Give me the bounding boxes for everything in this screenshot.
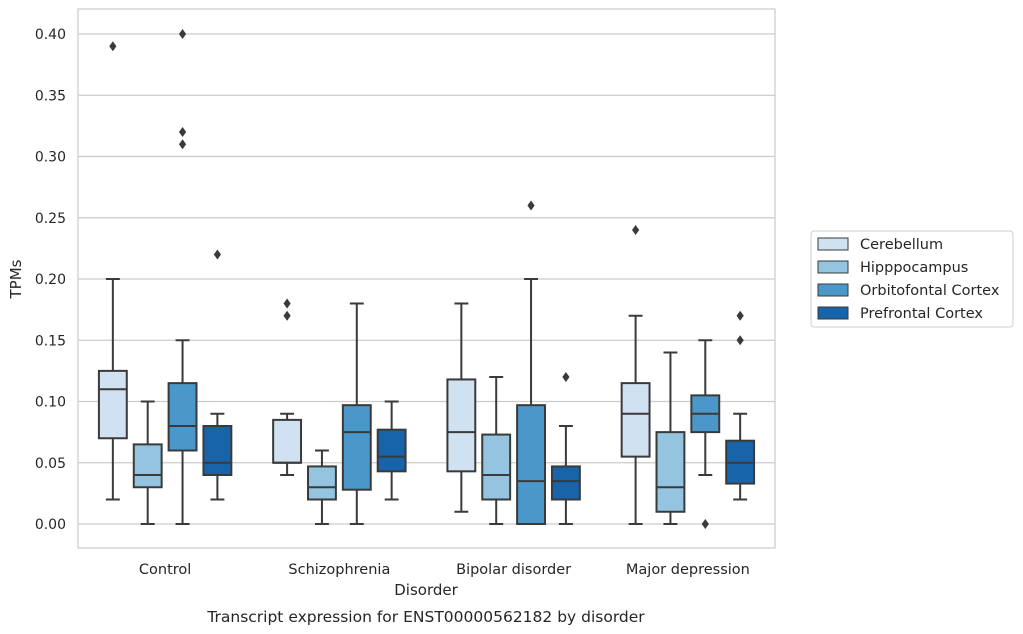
- box-group: [272, 298, 303, 476]
- y-tick-label: 0.05: [35, 456, 66, 472]
- chart-title: Transcript expression for ENST0000056218…: [206, 608, 645, 626]
- legend-label: Prefrontal Cortex: [860, 306, 983, 322]
- box: [481, 433, 512, 501]
- outlier-point: [527, 200, 535, 211]
- box-group: [132, 400, 163, 525]
- y-axis-ticks: 0.00 0.05 0.10 0.15 0.20 0.25 0.30 0.35 0.40: [35, 27, 66, 533]
- box-group: [97, 41, 128, 501]
- legend-label: Cerebellum: [860, 237, 943, 253]
- y-tick-label: 0.10: [35, 395, 66, 411]
- outlier-point: [283, 298, 291, 309]
- outlier-point: [213, 249, 221, 260]
- legend-swatch: [817, 260, 849, 274]
- legend-label: Orbitofontal Cortex: [860, 283, 1000, 299]
- x-tick-label: Major depression: [626, 562, 750, 578]
- y-axis-label: TPMs: [7, 259, 25, 299]
- y-tick-label: 0.15: [35, 333, 66, 349]
- box: [167, 382, 198, 452]
- outlier-point: [632, 225, 640, 235]
- box-group: [167, 29, 198, 525]
- outlier-point: [562, 372, 570, 382]
- legend-swatch: [817, 283, 849, 297]
- box: [655, 431, 686, 513]
- x-tick-label: Control: [139, 562, 191, 578]
- box-group: [446, 302, 477, 513]
- x-tick-label: Schizophrenia: [288, 562, 390, 578]
- box-group: [481, 376, 512, 525]
- box-group: [376, 400, 407, 501]
- box-group: [725, 310, 756, 501]
- y-tick-label: 0.40: [35, 27, 66, 43]
- y-tick-label: 0.25: [35, 211, 66, 227]
- box-group: [550, 372, 581, 525]
- box-groups: [97, 29, 756, 529]
- outlier-point: [178, 127, 187, 137]
- box: [516, 404, 546, 525]
- box: [132, 443, 163, 489]
- y-tick-label: 0.00: [35, 517, 66, 533]
- legend-frame: [810, 230, 1014, 328]
- outlier-point: [701, 519, 709, 529]
- outlier-point: [736, 335, 744, 346]
- x-tick-label: Bipolar disorder: [456, 562, 571, 578]
- box: [550, 465, 581, 501]
- outlier-point: [178, 139, 187, 150]
- y-tick-label: 0.35: [35, 88, 66, 104]
- box: [341, 404, 372, 491]
- y-tick-label: 0.20: [35, 272, 66, 288]
- box-group: [202, 249, 233, 501]
- y-tick-label: 0.30: [35, 150, 66, 166]
- box: [97, 369, 128, 440]
- outlier-point: [178, 29, 187, 39]
- box: [446, 378, 477, 473]
- box: [376, 428, 407, 473]
- outlier-point: [109, 41, 117, 52]
- box-group: [690, 339, 721, 529]
- outlier-point: [736, 310, 744, 321]
- box-group: [620, 225, 651, 525]
- box-group: [307, 449, 337, 525]
- legend-swatch: [817, 237, 849, 251]
- box: [307, 465, 337, 501]
- box-group: [516, 200, 546, 525]
- box-group: [341, 302, 372, 525]
- x-axis-ticks: Control Schizophrenia Bipolar disorder Majo…: [139, 562, 750, 578]
- box: [202, 425, 233, 476]
- x-axis-label: Disorder: [394, 581, 458, 599]
- box: [620, 382, 651, 458]
- plot-frame: [77, 8, 776, 549]
- box-group: [655, 351, 686, 525]
- legend-swatch: [817, 306, 849, 320]
- box: [272, 418, 303, 464]
- outlier-point: [283, 310, 291, 321]
- legend: Cerebellum Hipppocampus Orbitofontal Corte…: [810, 230, 1014, 328]
- legend-label: Hipppocampus: [860, 260, 968, 276]
